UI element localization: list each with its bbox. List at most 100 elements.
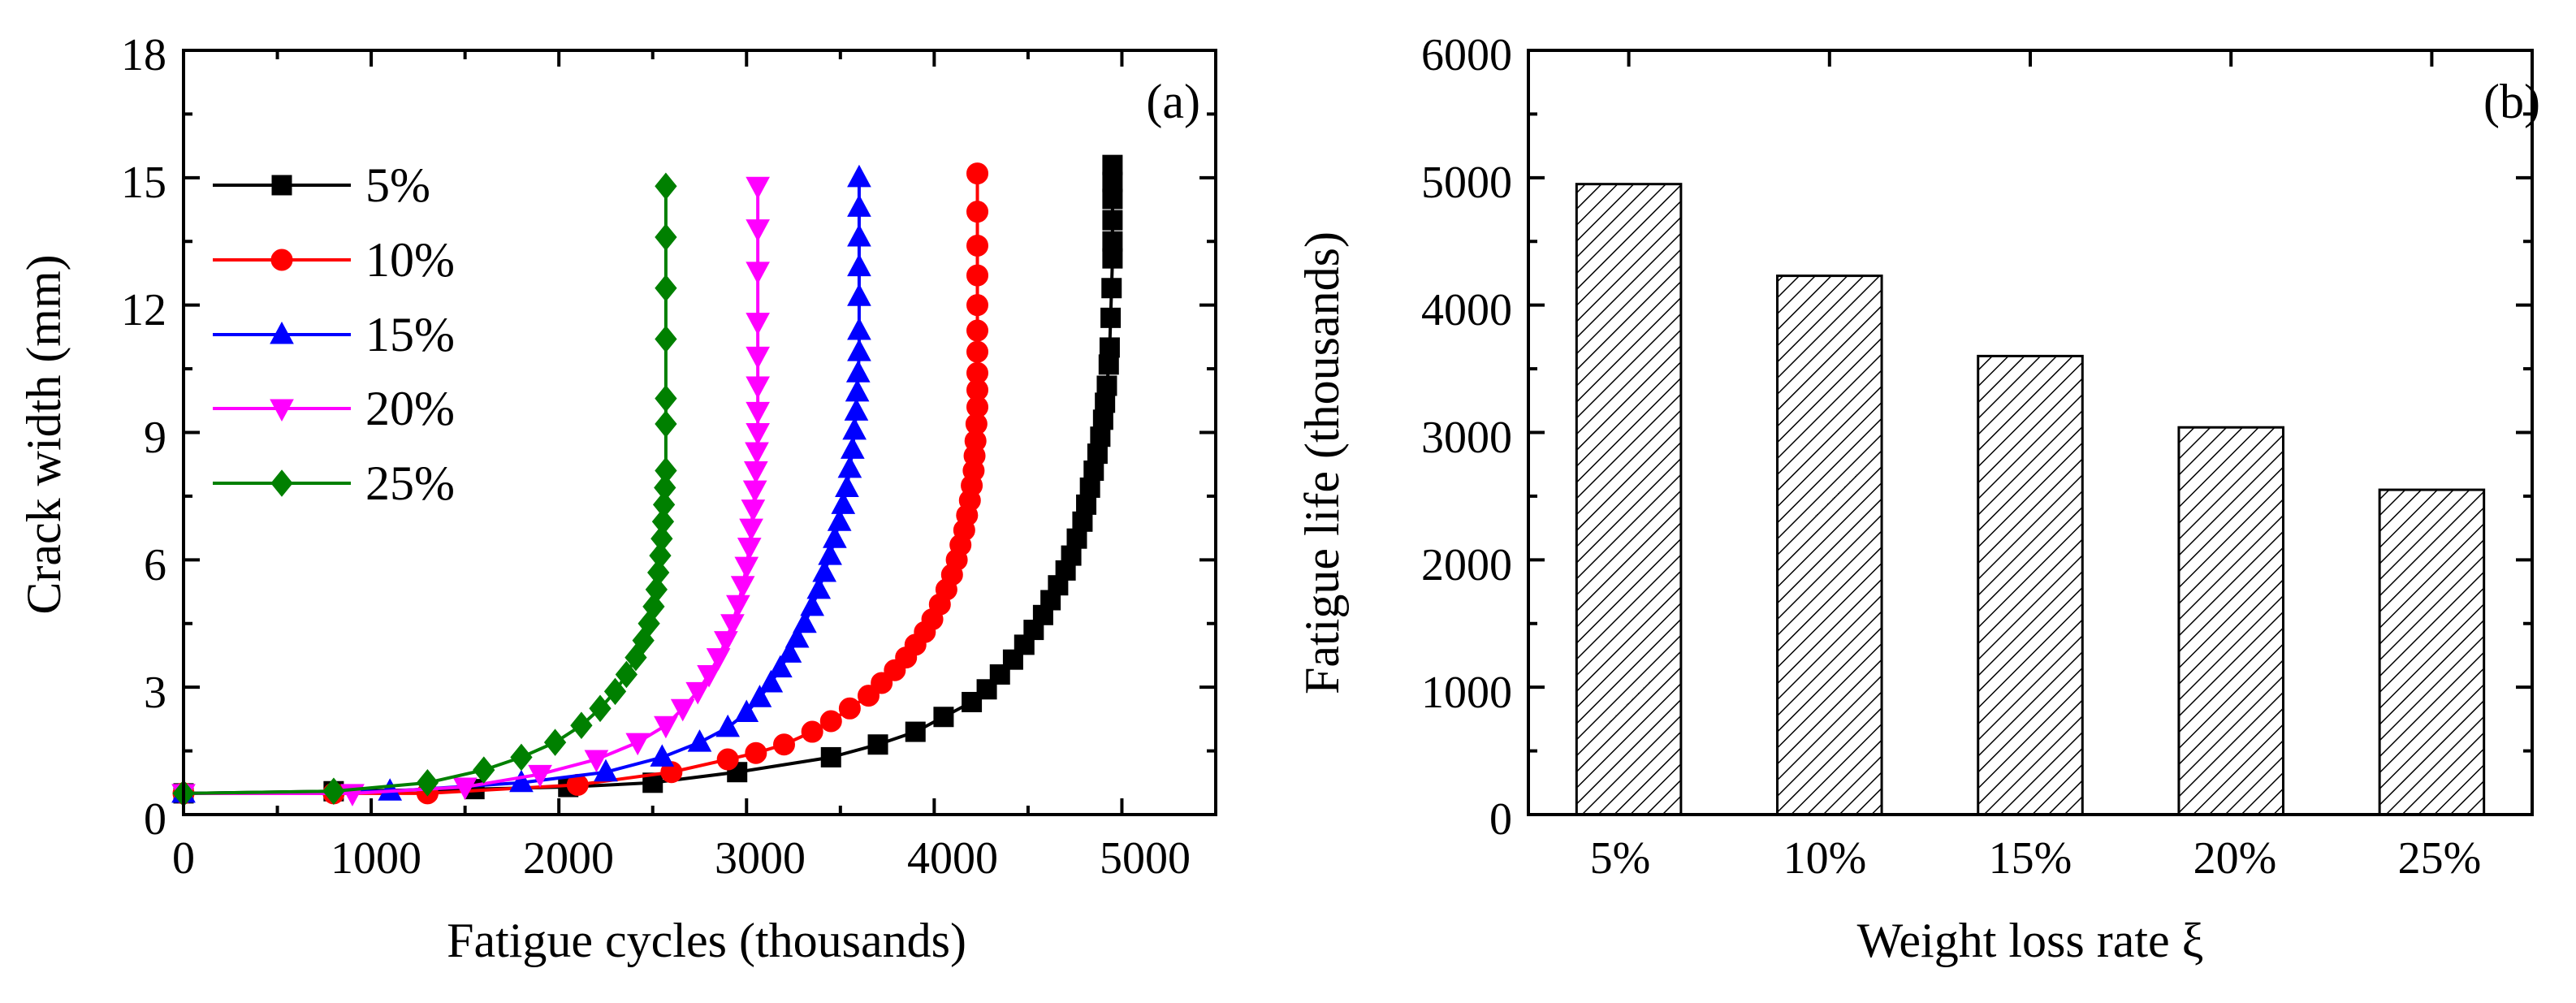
bar-label-25: 25% <box>2398 833 2482 884</box>
data-point <box>528 764 552 788</box>
x-tick-label-4000: 4000 <box>907 833 998 884</box>
data-point <box>746 401 770 425</box>
data-point <box>831 491 856 514</box>
data-point <box>966 234 989 257</box>
y-tick-label-2000: 2000 <box>1421 540 1512 590</box>
data-point <box>793 610 817 633</box>
data-point <box>654 473 676 502</box>
data-point <box>645 576 668 603</box>
data-point <box>746 346 770 370</box>
data-point <box>655 172 677 201</box>
x-tick-labels: 0 1000 2000 3000 4000 5000 <box>172 833 1191 884</box>
legend-marker <box>270 469 293 497</box>
data-point <box>651 508 675 536</box>
legend-label-15: 15% <box>365 308 455 361</box>
data-point <box>1099 337 1120 358</box>
data-point <box>847 317 871 340</box>
data-point <box>1101 278 1122 299</box>
data-point <box>650 744 675 767</box>
data-point <box>867 734 888 755</box>
data-point <box>509 769 534 793</box>
y-tick-labels: 0 3 6 9 12 15 18 <box>121 30 166 845</box>
data-point <box>1079 477 1100 498</box>
data-point <box>452 777 478 801</box>
data-point <box>1072 511 1093 532</box>
data-point <box>1096 375 1117 396</box>
data-point <box>655 223 677 251</box>
data-point <box>1098 354 1119 375</box>
data-point <box>842 417 867 440</box>
data-point <box>845 378 870 402</box>
data-point <box>650 525 673 552</box>
data-point <box>844 398 869 421</box>
data-point <box>1102 248 1123 269</box>
data-point <box>838 697 861 720</box>
data-point <box>726 594 750 618</box>
series-20pct <box>171 176 770 806</box>
data-point <box>655 274 677 302</box>
legend-label-20: 20% <box>365 382 455 435</box>
y-tick-label-6: 6 <box>144 540 166 590</box>
data-point <box>687 729 712 752</box>
bar-label-20: 20% <box>2193 833 2277 884</box>
bar-label-10: 10% <box>1783 833 1867 884</box>
bar-15pct <box>1977 354 2084 816</box>
x-tick-label-0: 0 <box>172 833 195 884</box>
series-layer <box>171 154 1123 807</box>
x-tick-label-3000: 3000 <box>715 833 806 884</box>
data-point <box>777 640 802 663</box>
data-point <box>1092 409 1113 430</box>
data-point <box>746 313 770 335</box>
data-point <box>818 543 842 565</box>
data-point <box>966 162 989 185</box>
data-point <box>746 376 770 400</box>
data-point <box>746 219 770 242</box>
x-tick-label-5000: 5000 <box>1100 833 1191 884</box>
data-point <box>734 699 759 723</box>
bar-10pct <box>1776 275 1883 816</box>
y-tick-label-18: 18 <box>121 30 166 80</box>
data-point <box>841 436 865 459</box>
data-point <box>737 538 762 560</box>
data-point <box>1083 460 1104 482</box>
data-point <box>714 631 738 654</box>
data-point <box>655 410 677 438</box>
plot-area-frame <box>1527 49 2534 816</box>
data-point <box>1102 210 1123 231</box>
data-point <box>768 655 793 678</box>
y-tick-label-4000: 4000 <box>1421 285 1512 335</box>
y-tick-label-6000: 6000 <box>1421 30 1512 80</box>
data-point <box>966 264 989 287</box>
data-point <box>812 559 837 582</box>
bar-20pct <box>2177 426 2284 816</box>
data-point <box>649 542 672 569</box>
y-tick-label-0: 0 <box>1489 794 1512 845</box>
data-point <box>543 728 567 756</box>
data-point <box>823 525 847 548</box>
data-point <box>1102 231 1123 252</box>
y-tick-label-3000: 3000 <box>1421 413 1512 463</box>
legend: 5% 10% 15% 20% 25% <box>213 158 455 510</box>
data-point <box>1066 528 1087 549</box>
data-point <box>801 720 823 743</box>
legend-symbols <box>213 175 351 497</box>
data-point <box>1102 188 1123 210</box>
line-chart-panel-a: 5% 10% 15% 20% 25% 0 1000 2000 3000 4000… <box>17 30 1217 967</box>
data-point <box>416 768 439 797</box>
data-point <box>1090 426 1111 447</box>
data-point <box>570 711 593 740</box>
data-point <box>847 283 871 306</box>
bar-chart-panel-b: 5% 10% 15% 20% 25% 0 1000 2000 3000 4000… <box>1295 30 2540 967</box>
data-point <box>1095 392 1116 413</box>
data-point <box>1102 171 1123 192</box>
data-point <box>743 461 768 484</box>
data-point <box>1087 443 1108 465</box>
data-point <box>603 677 627 706</box>
data-point <box>654 716 678 739</box>
data-point <box>966 294 989 317</box>
legend-marker <box>270 321 294 344</box>
data-point <box>784 625 810 648</box>
legend-label-5: 5% <box>365 158 430 212</box>
data-point <box>741 499 766 522</box>
